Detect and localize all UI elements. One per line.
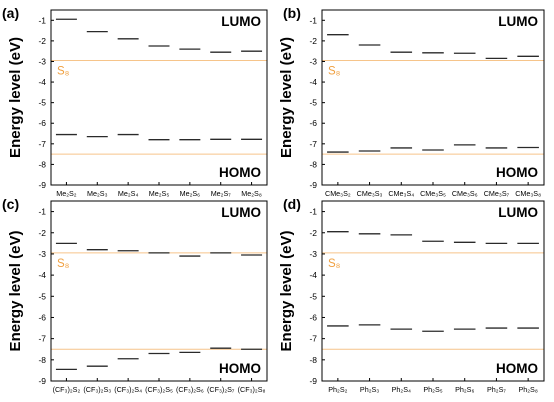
panel-label: (a) [2,5,19,21]
y-tick-label: -5 [38,98,46,108]
y-tick-label: -4 [38,270,46,280]
reference-label: S₈ [328,65,341,77]
y-tick-label: -3 [309,56,317,66]
x-tick-label: Ph₂S₄ [392,385,411,394]
y-tick-label: -1 [38,207,46,217]
x-tick-label: Me₂S₇ [211,189,232,198]
y-tick-label: -8 [309,159,317,169]
x-tick-label: CMe₃S₆ [452,189,478,198]
x-tick-label: Me₂S₂ [56,189,77,198]
y-axis-title: Energy level (eV) [7,231,24,352]
x-tick-label: (CF₃)₂S₈ [238,385,266,394]
panel-label: (c) [2,196,19,212]
y-tick-label: -7 [38,139,46,149]
y-tick-label: -7 [38,334,46,344]
y-tick-label: -8 [309,355,317,365]
lumo-label: LUMO [221,205,261,220]
y-tick-label: -8 [38,159,46,169]
x-tick-label: Ph₂S₆ [455,385,474,394]
reference-label: S₈ [328,258,341,270]
plot-frame [321,9,545,186]
x-tick-label: CMe₃S₂ [325,189,351,198]
y-tick-label: -4 [309,270,317,280]
x-tick-label: Ph₂S₅ [423,385,442,394]
y-tick-label: -8 [38,355,46,365]
x-tick-label: CMe₃S₃ [357,189,383,198]
y-tick-label: -3 [38,56,46,66]
y-axis-title: Energy level (eV) [278,231,295,352]
y-tick-label: -9 [309,376,317,386]
y-tick-label: -2 [309,228,317,238]
x-tick-label: Ph₂S₈ [518,385,537,394]
x-tick-label: (CF₃)₂S₅ [145,385,173,394]
x-tick-label: (CF₃)₂S₆ [176,385,204,394]
y-tick-label: -1 [309,15,317,25]
y-tick-label: -1 [38,15,46,25]
homo-label: HOMO [219,165,261,180]
y-tick-label: -4 [309,77,317,87]
y-tick-label: -5 [38,291,46,301]
panel-label: (b) [283,5,301,21]
x-tick-label: Me₂S₃ [87,189,108,198]
y-tick-label: -9 [309,180,317,190]
lumo-label: LUMO [498,205,538,220]
lumo-label: LUMO [221,14,261,29]
x-tick-label: Me₂S₈ [241,189,262,198]
y-tick-label: -2 [38,228,46,238]
y-tick-label: -9 [38,376,46,386]
homo-label: HOMO [496,361,538,376]
x-tick-label: Ph₂S₇ [487,385,506,394]
y-tick-label: -6 [38,118,46,128]
reference-label: S₈ [57,258,70,270]
plot-frame [50,200,268,382]
y-tick-label: -1 [309,207,317,217]
x-tick-label: Ph₂S₂ [328,385,347,394]
x-tick-label: CMe₃S₄ [388,189,414,198]
homo-label: HOMO [219,361,261,376]
y-axis-title: Energy level (eV) [7,37,24,158]
x-tick-label: Ph₂S₃ [360,385,379,394]
y-tick-label: -5 [309,291,317,301]
x-tick-label: CMe₃S₇ [484,189,510,198]
x-tick-label: CMe₃S₈ [515,189,541,198]
y-tick-label: -4 [38,77,46,87]
x-tick-label: Me₂S₆ [180,189,201,198]
x-tick-label: (CF₃)₂S₄ [114,385,142,394]
x-tick-label: Me₂S₄ [118,189,139,198]
y-tick-label: -7 [309,139,317,149]
panel-label: (d) [283,196,301,212]
homo-label: HOMO [496,165,538,180]
plot-frame [50,9,268,186]
x-tick-label: (CF₃)₂S₇ [207,385,235,394]
lumo-label: LUMO [498,14,538,29]
x-tick-label: Me₂S₅ [149,189,170,198]
x-tick-label: (CF₃)₂S₃ [83,385,111,394]
y-axis-title: Energy level (eV) [278,37,295,158]
plot-frame [321,200,545,382]
y-tick-label: -6 [309,118,317,128]
y-tick-label: -9 [38,180,46,190]
y-tick-label: -7 [309,334,317,344]
y-tick-label: -6 [38,312,46,322]
y-tick-label: -2 [38,36,46,46]
reference-label: S₈ [57,65,70,77]
x-tick-label: CMe₃S₅ [420,189,446,198]
y-tick-label: -6 [309,312,317,322]
x-tick-label: (CF₃)₂S₂ [53,385,81,394]
y-tick-label: -2 [309,36,317,46]
y-tick-label: -5 [309,98,317,108]
y-tick-label: -3 [309,249,317,259]
y-tick-label: -3 [38,249,46,259]
